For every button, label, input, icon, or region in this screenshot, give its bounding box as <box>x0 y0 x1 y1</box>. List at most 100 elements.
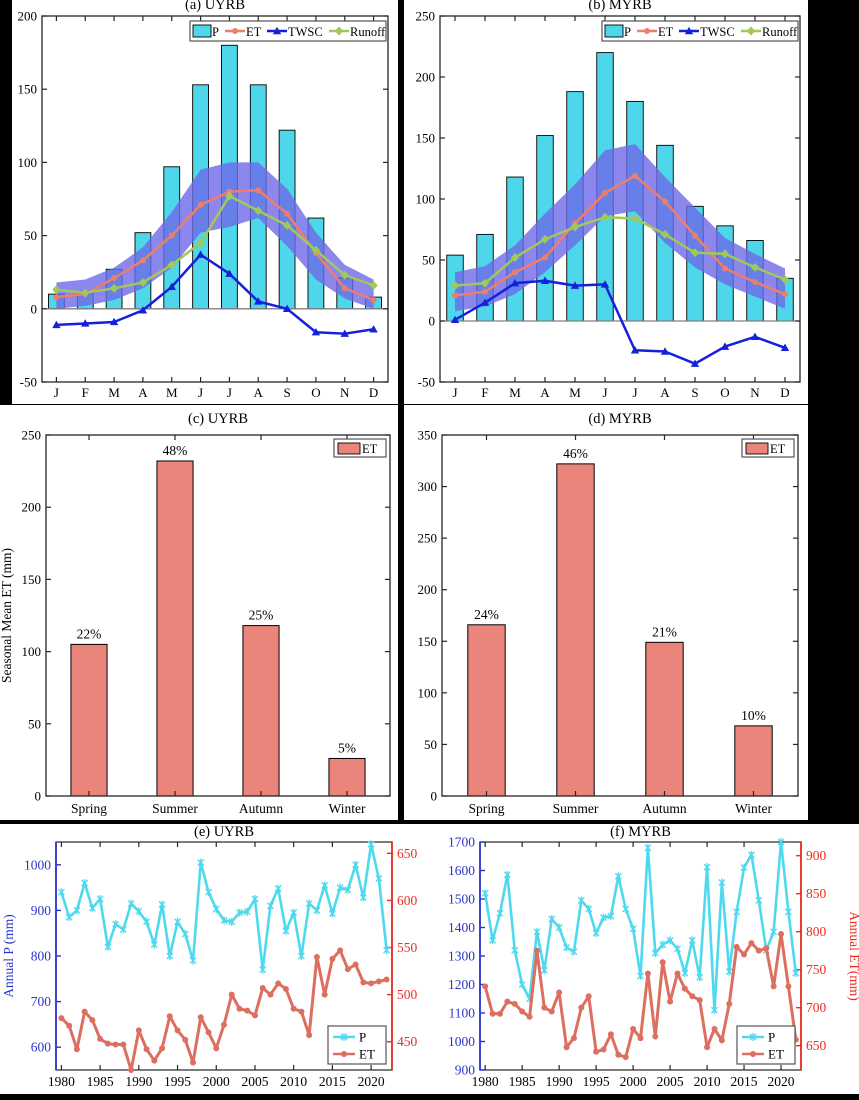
legend: P ET TWSC Runoff <box>189 20 387 42</box>
svg-text:M: M <box>569 385 581 400</box>
svg-text:550: 550 <box>397 940 418 955</box>
svg-text:D: D <box>369 385 378 400</box>
svg-text:50: 50 <box>28 716 41 731</box>
svg-text:TWSC: TWSC <box>288 25 323 39</box>
svg-text:Spring: Spring <box>71 801 107 816</box>
svg-text:2020: 2020 <box>768 1074 795 1089</box>
panel-e-annual-uyrb: 600 700 800 900 1000 450 500 550 600 650 1980 1985 1… <box>0 824 430 1094</box>
svg-text:0: 0 <box>31 301 38 316</box>
panel-a-chart: -50 0 50 100 150 200 J F M A M J J A S O N D P ET TWSC Runoff <box>18 9 389 400</box>
panel-f-annual-myrb: 900 1000 1100 1200 1300 1400 1500 1600 1700 650 70… <box>430 824 859 1094</box>
panel-d-seasonal-et-myrb: 24% 46% 21% 10% 0 50 100 150 200 250 300 350 Spring S… <box>404 405 808 820</box>
svg-text:1600: 1600 <box>448 863 475 878</box>
svg-text:22%: 22% <box>77 626 102 641</box>
svg-text:Autumn: Autumn <box>642 801 687 816</box>
line-runoff <box>450 212 790 291</box>
panel-f-title: (f) MYRB <box>610 824 671 840</box>
svg-text:24%: 24% <box>474 607 499 622</box>
svg-text:A: A <box>138 385 148 400</box>
svg-text:D: D <box>780 385 789 400</box>
svg-text:P: P <box>768 1030 775 1045</box>
svg-text:25%: 25% <box>249 608 274 623</box>
svg-text:ET: ET <box>362 442 378 456</box>
panel-d-chart: 24% 46% 21% 10% 0 50 100 150 200 250 300 350 Spring S… <box>418 428 799 816</box>
svg-text:800: 800 <box>806 924 827 939</box>
svg-text:1200: 1200 <box>448 977 475 992</box>
svg-text:650: 650 <box>397 846 418 861</box>
svg-text:450: 450 <box>397 1034 418 1049</box>
svg-text:ET: ET <box>359 1047 375 1062</box>
svg-text:1980: 1980 <box>48 1074 75 1089</box>
svg-text:2015: 2015 <box>319 1074 346 1089</box>
panel-a-monthly-uyrb: -50 0 50 100 150 200 J F M A M J J A S O N D P ET TWSC Runoff… <box>12 0 398 404</box>
svg-text:2015: 2015 <box>731 1074 758 1089</box>
svg-text:2000: 2000 <box>203 1074 230 1089</box>
svg-text:100: 100 <box>416 192 436 207</box>
svg-text:48%: 48% <box>163 443 188 458</box>
svg-text:O: O <box>720 385 729 400</box>
panel-b-monthly-myrb: -50 0 50 100 150 200 250 J F M A M J J A S O N D P ET TWSC Run… <box>404 0 808 404</box>
svg-text:2000: 2000 <box>620 1074 647 1089</box>
svg-text:Spring: Spring <box>468 801 504 816</box>
svg-text:S: S <box>283 385 290 400</box>
svg-text:0: 0 <box>429 314 436 329</box>
svg-text:N: N <box>750 385 760 400</box>
line-twsc <box>52 250 378 337</box>
svg-text:2005: 2005 <box>657 1074 684 1089</box>
svg-text:M: M <box>509 385 521 400</box>
svg-text:ET: ET <box>246 25 262 39</box>
svg-text:Summer: Summer <box>553 801 599 816</box>
svg-text:200: 200 <box>18 9 38 24</box>
svg-text:150: 150 <box>416 131 436 146</box>
svg-text:P: P <box>359 1030 366 1045</box>
svg-text:200: 200 <box>416 70 436 85</box>
svg-text:100: 100 <box>418 685 438 700</box>
svg-text:J: J <box>198 385 203 400</box>
svg-text:5%: 5% <box>338 740 356 755</box>
svg-text:ET: ET <box>768 1047 784 1062</box>
svg-text:A: A <box>540 385 550 400</box>
panel-c-seasonal-et-uyrb: 22% 48% 25% 5% 0 50 100 150 200 250 Spring Summer Au… <box>0 405 398 820</box>
panel-b-chart: -50 0 50 100 150 200 250 J F M A M J J A S O N D P ET TWSC Run… <box>416 9 801 400</box>
svg-text:Annual ET(mm): Annual ET(mm) <box>847 911 859 1001</box>
panel-f-chart: 900 1000 1100 1200 1300 1400 1500 1600 1700 650 70… <box>448 835 859 1090</box>
annual-line-p <box>57 840 391 974</box>
panel-a-title: (a) UYRB <box>184 0 245 13</box>
uncertainty-band <box>455 144 785 312</box>
line-twsc <box>450 276 790 367</box>
svg-text:2005: 2005 <box>241 1074 268 1089</box>
svg-text:1995: 1995 <box>164 1074 191 1089</box>
svg-text:700: 700 <box>31 994 52 1009</box>
svg-text:650: 650 <box>806 1038 827 1053</box>
svg-text:250: 250 <box>418 531 438 546</box>
svg-text:ET: ET <box>658 25 674 39</box>
svg-text:A: A <box>660 385 670 400</box>
svg-text:F: F <box>82 385 89 400</box>
svg-text:150: 150 <box>418 634 438 649</box>
svg-text:Seasonal Mean ET (mm): Seasonal Mean ET (mm) <box>0 548 14 683</box>
svg-text:S: S <box>691 385 698 400</box>
svg-text:150: 150 <box>18 82 38 97</box>
annual-line-et <box>482 930 799 1061</box>
svg-text:J: J <box>452 385 457 400</box>
svg-text:ET: ET <box>770 442 786 456</box>
svg-text:A: A <box>254 385 264 400</box>
svg-text:50: 50 <box>424 737 437 752</box>
svg-text:Annual P (mm): Annual P (mm) <box>1 914 16 998</box>
svg-text:2010: 2010 <box>280 1074 307 1089</box>
svg-text:1980: 1980 <box>472 1074 499 1089</box>
svg-text:J: J <box>54 385 59 400</box>
svg-text:46%: 46% <box>563 446 588 461</box>
svg-text:900: 900 <box>806 848 827 863</box>
panel-e-chart: 600 700 800 900 1000 450 500 550 600 650 1980 1985 1… <box>1 840 418 1089</box>
svg-text:J: J <box>602 385 607 400</box>
svg-text:Runoff: Runoff <box>762 25 798 39</box>
svg-text:900: 900 <box>455 1063 476 1078</box>
svg-text:Summer: Summer <box>152 801 198 816</box>
svg-text:M: M <box>166 385 178 400</box>
svg-text:Winter: Winter <box>329 801 366 816</box>
svg-text:2020: 2020 <box>358 1074 385 1089</box>
svg-text:J: J <box>227 385 232 400</box>
svg-text:21%: 21% <box>652 624 677 639</box>
